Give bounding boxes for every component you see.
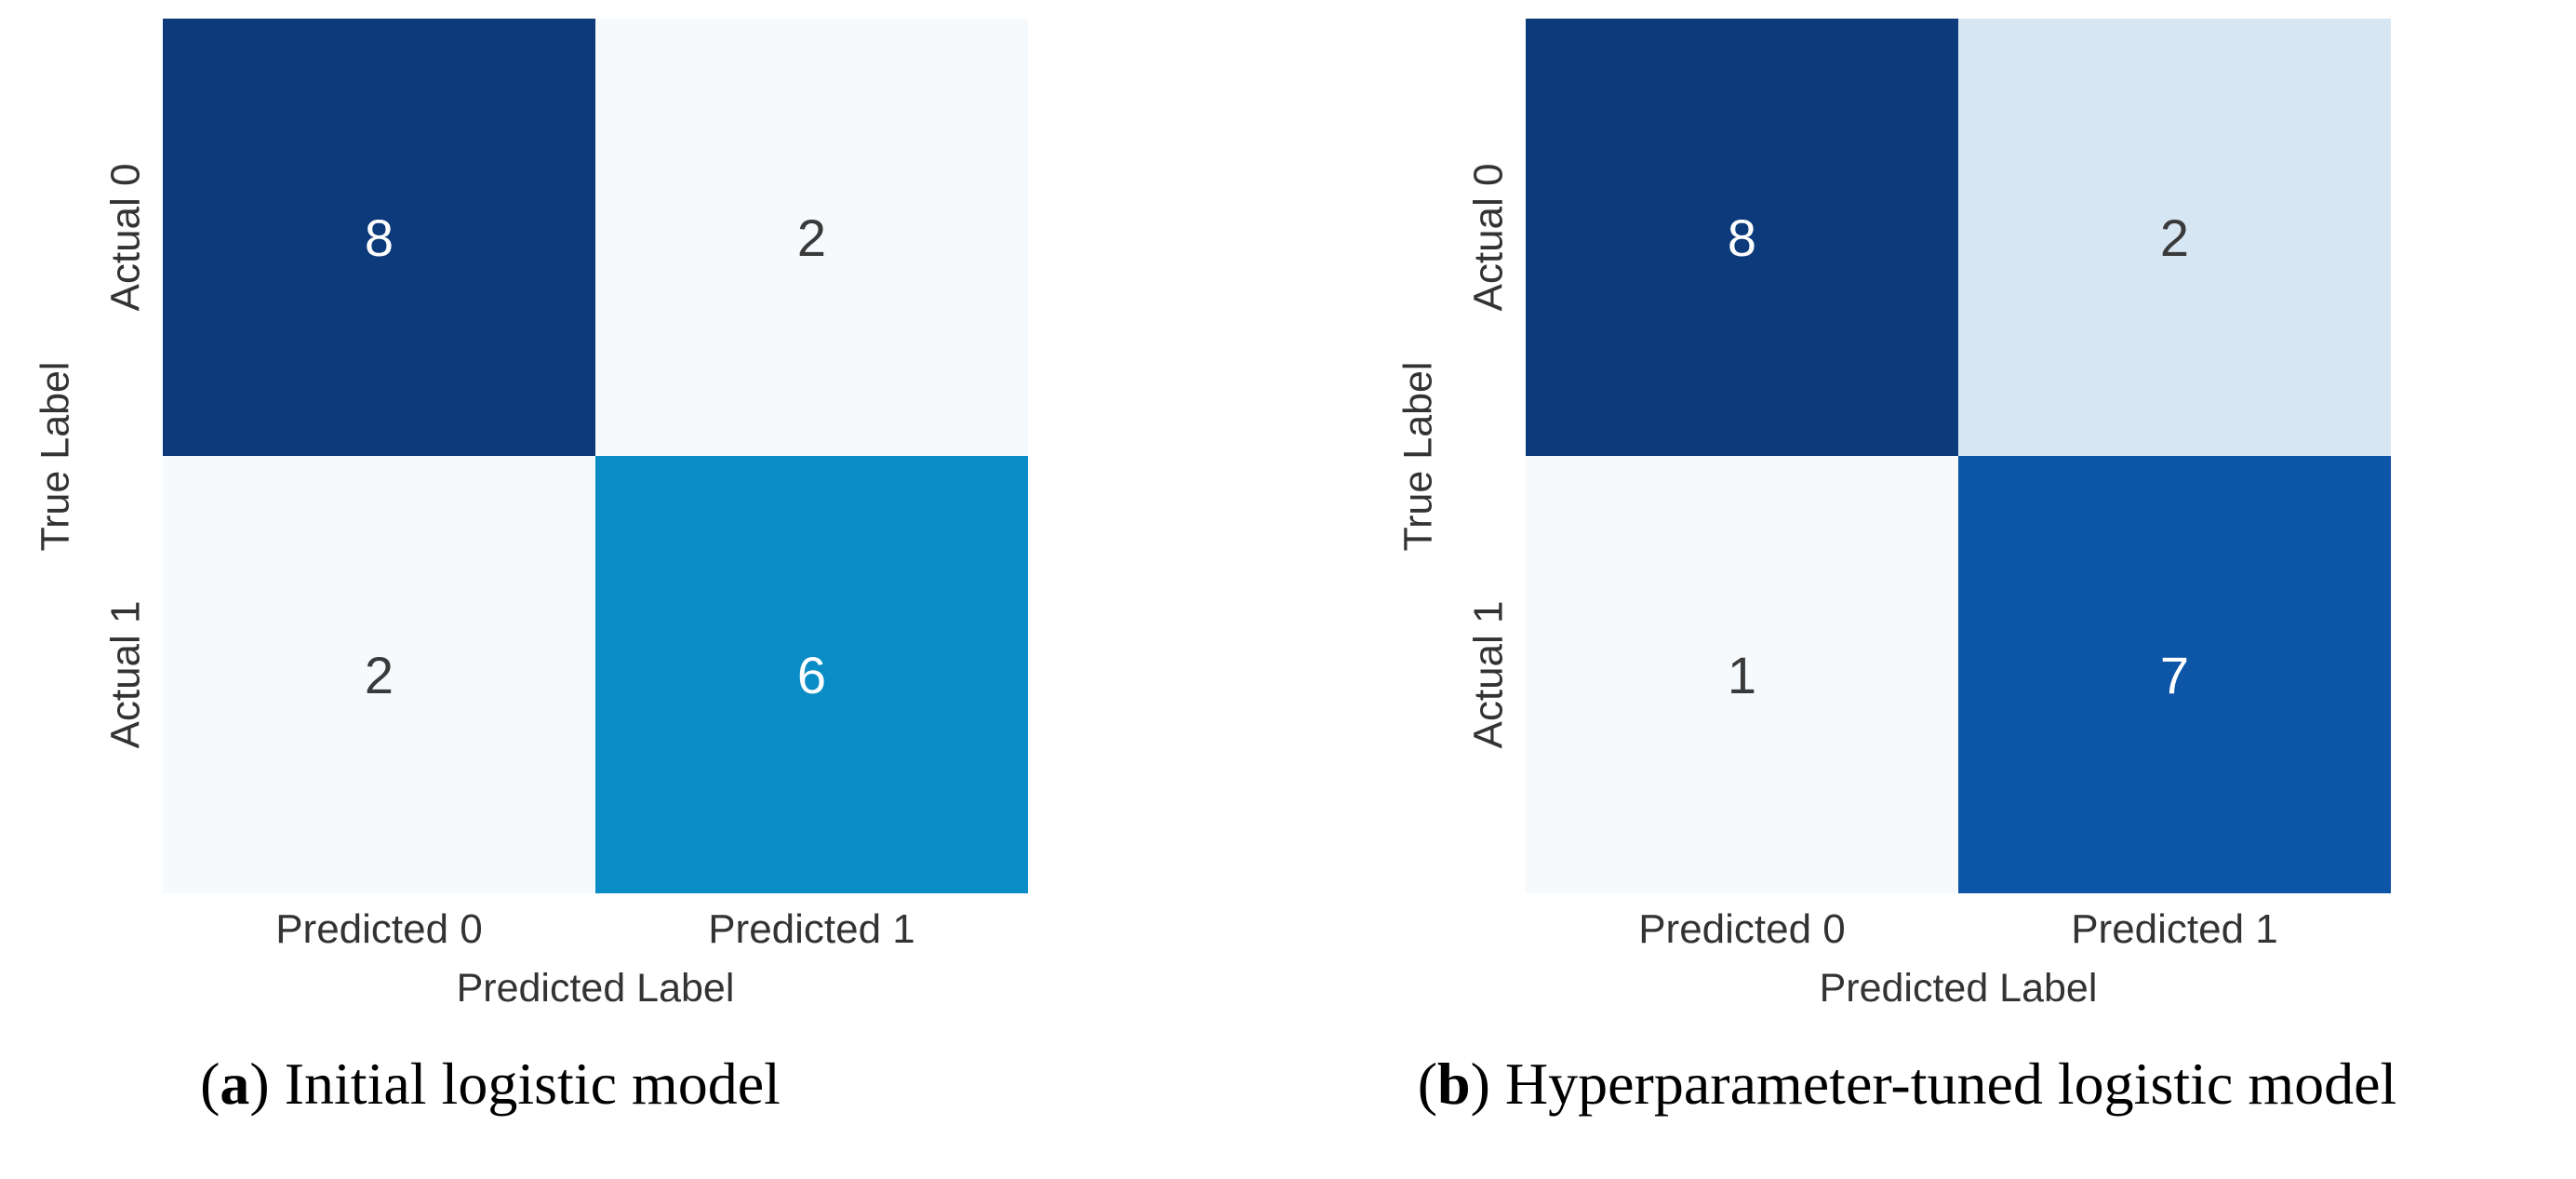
y-tick-actual-1: Actual 1 (1465, 600, 1512, 749)
y-tick-actual-1: Actual 1 (102, 600, 149, 749)
x-tick-predicted-0: Predicted 0 (275, 906, 483, 952)
x-tick-labels-a: Predicted 0 Predicted 1 (163, 893, 1028, 966)
caption-a-letter: a (220, 1051, 250, 1117)
x-tick-predicted-1: Predicted 1 (708, 906, 915, 952)
y-axis-title: True Label (33, 361, 78, 551)
matrix-cell-a-r1c0: 2 (163, 456, 595, 893)
caption-a-open: ( (200, 1051, 220, 1117)
matrix-cell-b-r1c0: 1 (1526, 456, 1958, 893)
matrix-cell-a-r1c1: 6 (595, 456, 1028, 893)
y-tick-labels-a: Actual 0 Actual 1 (88, 19, 163, 893)
matrix-cell-b-r0c0: 8 (1526, 19, 1958, 456)
confusion-matrix-a: 8 2 2 6 (163, 19, 1028, 893)
caption-b-text: ) Hyperparameter-tuned logistic model (1470, 1051, 2397, 1117)
x-axis-title: Predicted Label (456, 966, 735, 1011)
matrix-cell-a-r0c0: 8 (163, 19, 595, 456)
caption-b: (b) Hyperparameter-tuned logistic model (1349, 1050, 2465, 1119)
y-axis-title: True Label (1395, 361, 1441, 551)
y-axis-title-box-a: True Label (23, 19, 88, 893)
x-tick-labels-b: Predicted 0 Predicted 1 (1526, 893, 2391, 966)
panel-a: True Label Actual 0 Actual 1 8 2 2 6 Pre… (23, 0, 1033, 1179)
caption-b-open: ( (1417, 1051, 1438, 1117)
y-tick-labels-b: Actual 0 Actual 1 (1451, 19, 1526, 893)
caption-b-letter: b (1437, 1051, 1471, 1117)
y-axis-title-box-b: True Label (1386, 19, 1451, 893)
y-tick-actual-0: Actual 0 (102, 163, 149, 312)
x-tick-predicted-0: Predicted 0 (1638, 906, 1846, 952)
x-axis-title-box-a: Predicted Label (163, 966, 1028, 1018)
caption-a: (a) Initial logistic model (23, 1050, 957, 1119)
panel-b: True Label Actual 0 Actual 1 8 2 1 7 Pre… (1386, 0, 2576, 1179)
matrix-cell-b-r0c1: 2 (1958, 19, 2391, 456)
confusion-matrix-b: 8 2 1 7 (1526, 19, 2391, 893)
y-tick-actual-0: Actual 0 (1465, 163, 1512, 312)
x-axis-title-box-b: Predicted Label (1526, 966, 2391, 1018)
x-tick-predicted-1: Predicted 1 (2071, 906, 2278, 952)
matrix-cell-b-r1c1: 7 (1958, 456, 2391, 893)
matrix-cell-a-r0c1: 2 (595, 19, 1028, 456)
x-axis-title: Predicted Label (1819, 966, 2098, 1011)
caption-a-text: ) Initial logistic model (249, 1051, 781, 1117)
